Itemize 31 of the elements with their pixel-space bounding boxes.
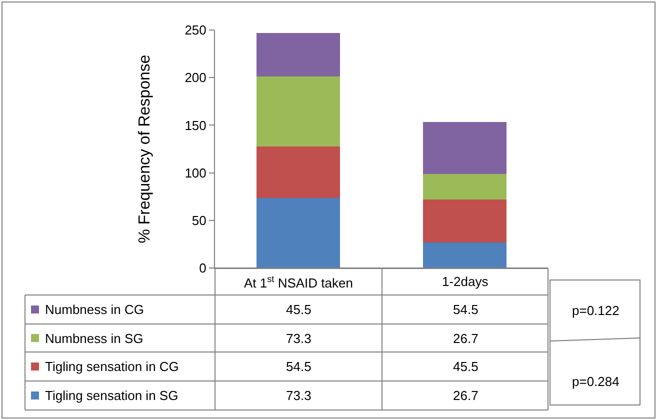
legend-label: Numbness in SG bbox=[45, 331, 144, 346]
y-tick-label: 100 bbox=[184, 165, 206, 180]
y-tick-label: 0 bbox=[199, 260, 206, 276]
data-label: 26.7 bbox=[453, 388, 478, 403]
data-label: 73.3 bbox=[286, 388, 312, 403]
bar bbox=[256, 198, 340, 268]
bar bbox=[423, 174, 506, 200]
data-label: 45.5 bbox=[286, 302, 312, 317]
x-tick-label: 1-2days bbox=[442, 274, 489, 289]
data-label: 73.3 bbox=[286, 331, 312, 346]
data-label: 26.7 bbox=[453, 331, 478, 346]
data-label: 45.5 bbox=[453, 359, 478, 374]
y-tick-label: 150 bbox=[184, 118, 206, 133]
bar bbox=[256, 76, 340, 146]
bar bbox=[423, 122, 506, 174]
bar bbox=[256, 33, 340, 77]
y-tick-label: 200 bbox=[184, 70, 206, 86]
legend-label: Tigling sensation in CG bbox=[45, 359, 179, 374]
legend-label: Tigling sensation in SG bbox=[45, 388, 178, 403]
bar bbox=[256, 146, 340, 198]
legend-label: Numbness in CG bbox=[45, 302, 144, 317]
y-tick-label: 250 bbox=[184, 22, 206, 38]
data-label: 54.5 bbox=[453, 302, 478, 317]
text: p=0.122 bbox=[572, 303, 620, 318]
data-label: 54.5 bbox=[286, 359, 312, 374]
text: p=0.284 bbox=[572, 374, 620, 389]
y-axis-title: % Frequency of Response bbox=[136, 54, 154, 244]
x-tick-label: At 1$^{st}$ NSAID taken bbox=[244, 274, 353, 290]
y-tick-label: 50 bbox=[192, 212, 206, 228]
bar bbox=[423, 199, 506, 243]
bar bbox=[423, 242, 506, 268]
